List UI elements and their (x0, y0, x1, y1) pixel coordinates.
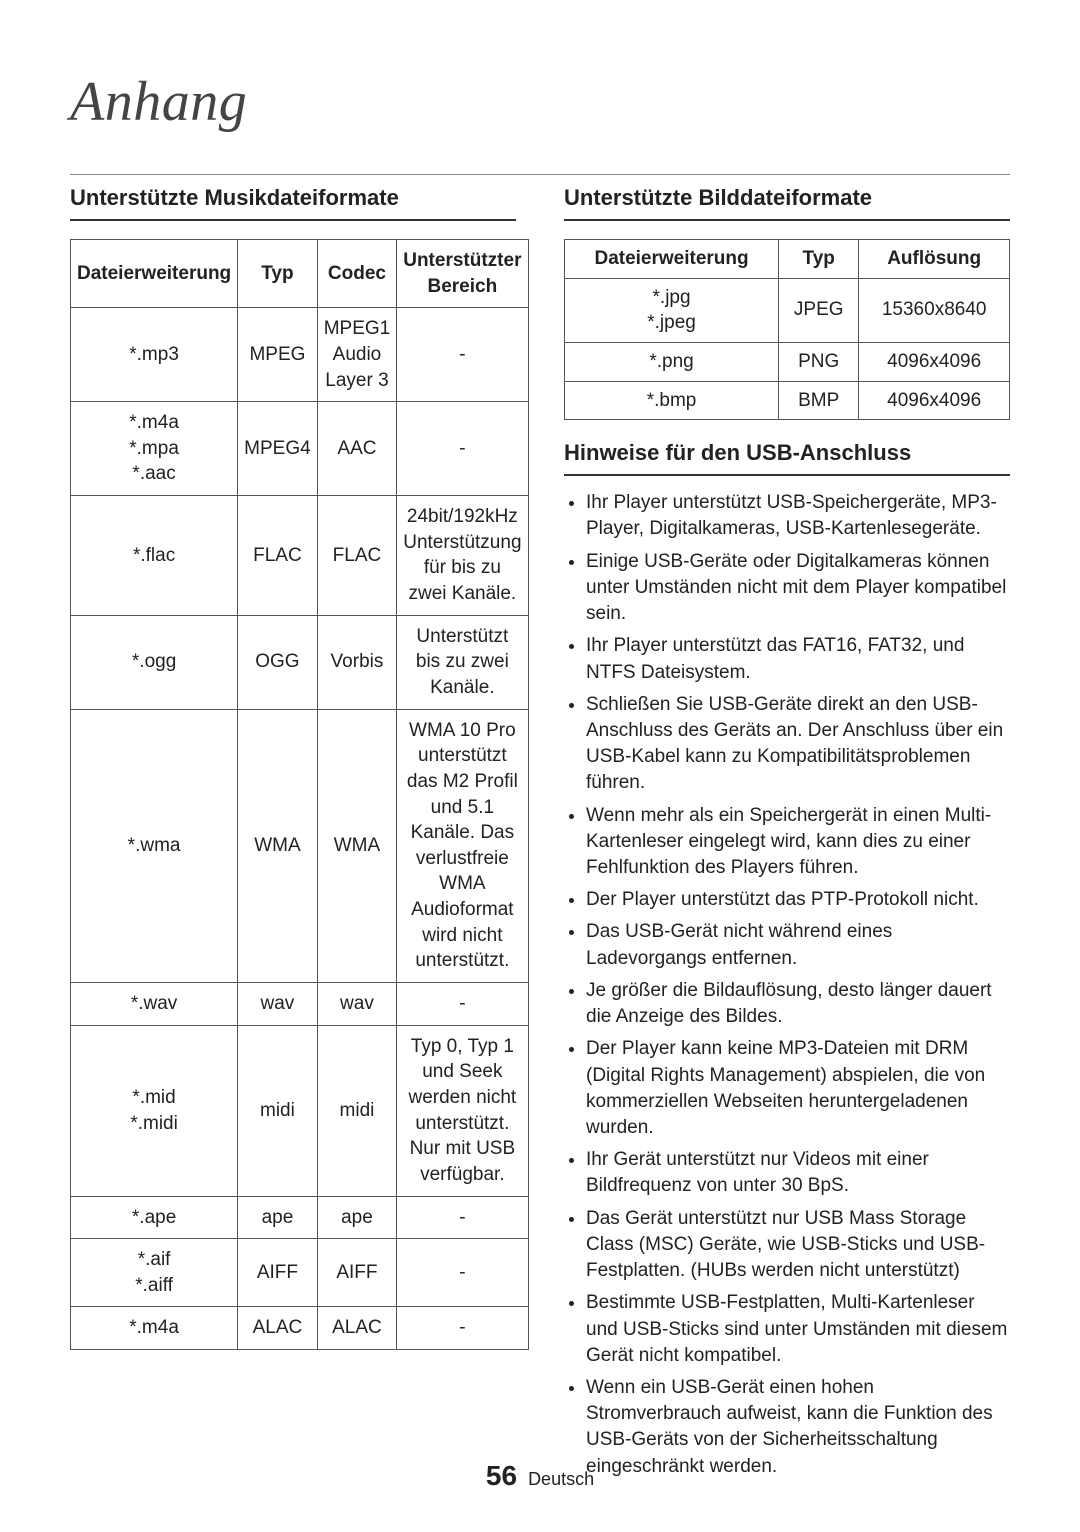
table-row: *.mp3MPEGMPEG1 Audio Layer 3- (71, 308, 529, 402)
page-footer: 56 Deutsch (0, 1460, 1080, 1492)
table-cell: *.aif *.aiff (71, 1239, 238, 1307)
table-cell: *.wav (71, 983, 238, 1026)
table-row: *.wmaWMAWMAWMA 10 Pro unterstützt das M2… (71, 709, 529, 982)
music-th-range: Unterstützter Bereich (397, 240, 528, 308)
table-cell: 4096x4096 (859, 381, 1010, 420)
table-cell: MPEG4 (238, 402, 318, 496)
chapter-title: Anhang (70, 70, 1010, 134)
table-row: *.wavwavwav- (71, 983, 529, 1026)
table-row: *.aif *.aiffAIFFAIFF- (71, 1239, 529, 1307)
table-cell: - (397, 402, 528, 496)
table-cell: - (397, 1307, 528, 1350)
table-row: *.oggOGGVorbisUnterstützt bis zu zwei Ka… (71, 615, 529, 709)
list-item: Der Player kann keine MP3-Dateien mit DR… (586, 1036, 1010, 1141)
list-item: Ihr Gerät unterstützt nur Videos mit ein… (586, 1147, 1010, 1199)
list-item: Ihr Player unterstützt das FAT16, FAT32,… (586, 633, 1010, 685)
image-formats-table: Dateierweiterung Typ Auflösung *.jpg *.j… (564, 239, 1010, 420)
usb-notes-list: Ihr Player unterstützt USB-Speichergerät… (564, 490, 1010, 1480)
table-cell: *.png (565, 342, 779, 381)
table-cell: - (397, 983, 528, 1026)
table-cell: FLAC (317, 496, 397, 616)
table-row: *.pngPNG4096x4096 (565, 342, 1010, 381)
table-cell: FLAC (238, 496, 318, 616)
music-heading: Unterstützte Musikdateiformate (70, 185, 516, 221)
img-th-type: Typ (779, 240, 859, 279)
table-cell: AAC (317, 402, 397, 496)
table-row: *.flacFLACFLAC24bit/192kHz Unterstützung… (71, 496, 529, 616)
list-item: Das USB-Gerät nicht während eines Ladevo… (586, 919, 1010, 971)
table-cell: Typ 0, Typ 1 und Seek werden nicht unter… (397, 1025, 528, 1196)
table-row: *.m4aALACALAC- (71, 1307, 529, 1350)
table-row: *.apeapeape- (71, 1196, 529, 1239)
table-cell: WMA 10 Pro unterstützt das M2 Profil und… (397, 709, 528, 982)
music-th-codec: Codec (317, 240, 397, 308)
table-cell: WMA (238, 709, 318, 982)
list-item: Bestimmte USB-Festplatten, Multi-Kartenl… (586, 1290, 1010, 1369)
list-item: Schließen Sie USB-Geräte direkt an den U… (586, 692, 1010, 797)
table-cell: *.flac (71, 496, 238, 616)
table-row: *.m4a *.mpa *.aacMPEG4AAC- (71, 402, 529, 496)
table-cell: *.mid *.midi (71, 1025, 238, 1196)
title-rule (70, 174, 1010, 175)
table-cell: JPEG (779, 278, 859, 342)
table-cell: AIFF (238, 1239, 318, 1307)
table-row: *.mid *.midimidimidiTyp 0, Typ 1 und See… (71, 1025, 529, 1196)
table-cell: *.ogg (71, 615, 238, 709)
list-item: Je größer die Bildauflösung, desto länge… (586, 978, 1010, 1030)
table-cell: BMP (779, 381, 859, 420)
table-cell: 24bit/192kHz Unterstützung für bis zu zw… (397, 496, 528, 616)
img-th-res: Auflösung (859, 240, 1010, 279)
table-cell: WMA (317, 709, 397, 982)
table-cell: wav (238, 983, 318, 1026)
table-cell: *.jpg *.jpeg (565, 278, 779, 342)
table-row: *.bmpBMP4096x4096 (565, 381, 1010, 420)
list-item: Einige USB-Geräte oder Digitalkameras kö… (586, 549, 1010, 628)
table-row: *.jpg *.jpegJPEG15360x8640 (565, 278, 1010, 342)
table-cell: - (397, 308, 528, 402)
music-th-ext: Dateierweiterung (71, 240, 238, 308)
table-cell: AIFF (317, 1239, 397, 1307)
list-item: Wenn mehr als ein Speichergerät in einen… (586, 803, 1010, 882)
list-item: Ihr Player unterstützt USB-Speichergerät… (586, 490, 1010, 542)
table-cell: MPEG (238, 308, 318, 402)
table-cell: ape (238, 1196, 318, 1239)
music-formats-table: Dateierweiterung Typ Codec Unterstützter… (70, 239, 529, 1350)
img-th-ext: Dateierweiterung (565, 240, 779, 279)
table-cell: - (397, 1239, 528, 1307)
table-cell: 15360x8640 (859, 278, 1010, 342)
page-number: 56 (486, 1460, 517, 1491)
table-cell: *.m4a *.mpa *.aac (71, 402, 238, 496)
table-cell: PNG (779, 342, 859, 381)
music-th-type: Typ (238, 240, 318, 308)
table-cell: ALAC (317, 1307, 397, 1350)
table-cell: *.mp3 (71, 308, 238, 402)
table-cell: Vorbis (317, 615, 397, 709)
table-cell: *.wma (71, 709, 238, 982)
usb-notes-heading: Hinweise für den USB-Anschluss (564, 440, 1010, 476)
list-item: Das Gerät unterstützt nur USB Mass Stora… (586, 1206, 1010, 1285)
table-cell: midi (238, 1025, 318, 1196)
table-cell: wav (317, 983, 397, 1026)
table-cell: *.bmp (565, 381, 779, 420)
table-cell: - (397, 1196, 528, 1239)
image-heading: Unterstützte Bilddateiformate (564, 185, 1010, 221)
table-cell: Unterstützt bis zu zwei Kanäle. (397, 615, 528, 709)
table-cell: OGG (238, 615, 318, 709)
table-cell: 4096x4096 (859, 342, 1010, 381)
footer-language: Deutsch (528, 1469, 594, 1489)
table-cell: midi (317, 1025, 397, 1196)
list-item: Der Player unterstützt das PTP-Protokoll… (586, 887, 1010, 913)
table-cell: ALAC (238, 1307, 318, 1350)
table-cell: MPEG1 Audio Layer 3 (317, 308, 397, 402)
table-cell: ape (317, 1196, 397, 1239)
table-cell: *.m4a (71, 1307, 238, 1350)
table-cell: *.ape (71, 1196, 238, 1239)
